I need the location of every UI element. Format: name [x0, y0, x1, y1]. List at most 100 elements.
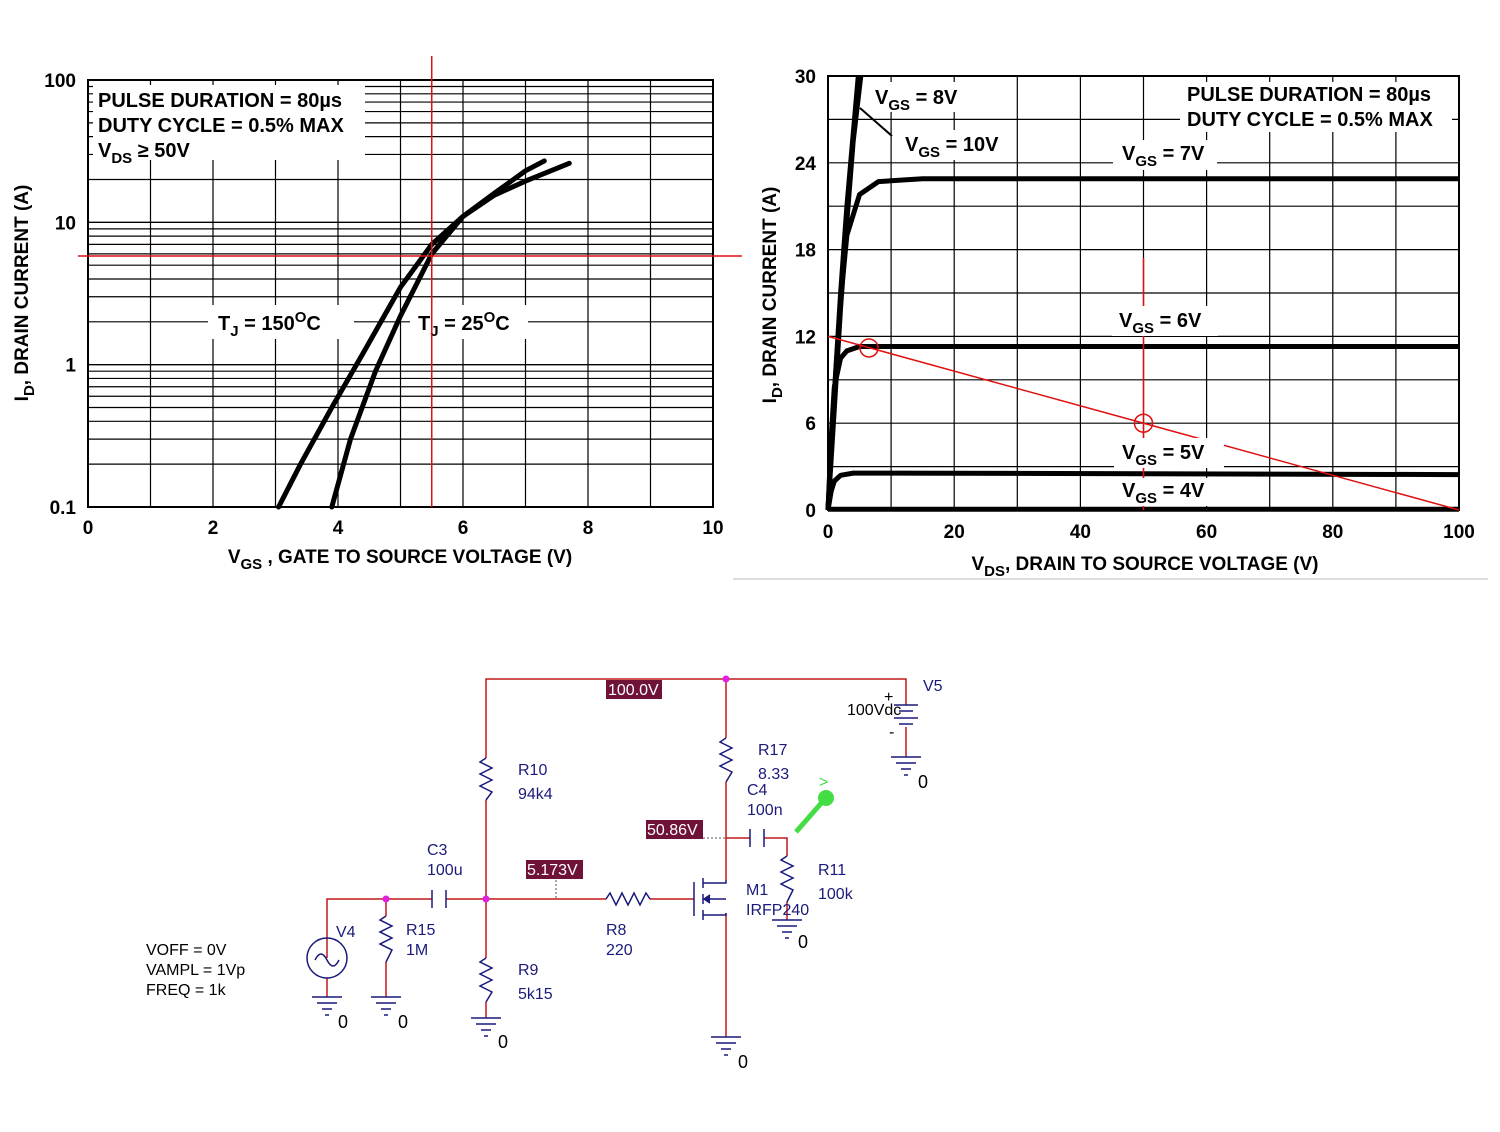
chart2-pointer-10v [859, 107, 893, 137]
r10-name: R10 [518, 762, 547, 779]
ground-label-m1: 0 [738, 1052, 748, 1072]
voltage-label-100v: 100.0V [608, 682, 659, 699]
junction-nodes [382, 675, 730, 903]
ground-v4 [312, 996, 342, 1016]
voltage-marker-100v [606, 680, 662, 699]
r15-value: 1M [406, 942, 428, 959]
r17-name: R17 [758, 742, 787, 759]
chart2-label-bg-4v [1114, 478, 1224, 506]
v4-param-vampl: VAMPL = 1Vp [146, 962, 245, 979]
chart2-y-axis-label: ID, DRAIN CURRENT (A) [760, 187, 786, 404]
chart1-note-duty: DUTY CYCLE = 0.5% MAX [98, 115, 344, 137]
chart2-note-pulse: PULSE DURATION = 80µs [1187, 84, 1431, 106]
chart2-y-tick: 0 [805, 501, 816, 522]
chart2-x-tick: 80 [1322, 522, 1343, 543]
chart2-note-bg [1180, 82, 1452, 132]
ground-v5 [891, 756, 921, 776]
chart1-x-axis-label: VGS , GATE TO SOURCE VOLTAGE (V) [228, 547, 572, 573]
chart1-note-pulse: PULSE DURATION = 80µs [98, 90, 342, 112]
chart2-x-tick: 20 [944, 522, 965, 543]
series-label-vgs7: VGS = 7V [1122, 143, 1205, 170]
r8-value: 220 [606, 942, 633, 959]
chart2-y-tick: 18 [795, 241, 816, 262]
chart2-series-line-3 [825, 344, 1459, 511]
dc-source-v5-symbol [894, 704, 918, 725]
chart1-series-line-0 [276, 158, 547, 510]
capacitor-symbols [431, 829, 765, 908]
chart2-tick-labels: 0 20 40 60 80 100 0 6 12 18 24 30 [795, 67, 1475, 543]
r17-symbol [718, 737, 734, 783]
chart2-x-tick: 40 [1070, 522, 1091, 543]
v4-name: V4 [336, 924, 356, 941]
chart1-x-tick: 8 [583, 518, 594, 539]
series-label-vgs4: VGS = 4V [1122, 480, 1205, 507]
probe-marker: > [819, 774, 828, 791]
ground-r11 [772, 919, 802, 939]
voltage-probe: > [794, 774, 834, 834]
chart1-note-vds: VDS ≥ 50V [98, 140, 191, 167]
ground-label-r11: 0 [798, 932, 808, 952]
m1-value: IRFP240 [746, 902, 809, 919]
chart2-y-tick: 12 [795, 327, 816, 348]
voltage-label-50v: 50.86V [647, 822, 698, 839]
chart1-y-tick: 0.1 [50, 498, 77, 519]
mosfet-m1-symbol [693, 878, 727, 920]
chart2-saturation-point [859, 338, 879, 358]
transfer-characteristics-chart: PULSE DURATION = 80µs DUTY CYCLE = 0.5% … [12, 56, 742, 573]
chart1-x-tick: 2 [208, 518, 219, 539]
v5-minus: - [889, 724, 894, 741]
c4-name: C4 [747, 782, 768, 799]
chart2-series-line-4 [825, 470, 1460, 511]
c4-value: 100n [747, 802, 783, 819]
chart1-y-axis-label: ID, DRAIN CURRENT (A) [12, 185, 38, 402]
c3-name: C3 [427, 842, 448, 859]
r9-name: R9 [518, 962, 539, 979]
chart1-x-tick: 0 [83, 518, 94, 539]
voltage-marker-5v [526, 860, 583, 879]
r10-value: 94k4 [518, 786, 553, 803]
ground-r9 [471, 1017, 501, 1037]
r8-name: R8 [606, 922, 627, 939]
ground-symbols [312, 756, 921, 1056]
chart2-y-tick: 30 [795, 67, 816, 88]
chart2-label-bg-8v [868, 82, 970, 112]
r9-symbol [478, 957, 494, 1003]
chart1-note-bg [93, 85, 365, 160]
r11-symbol [779, 855, 795, 903]
chart1-x-tick: 10 [702, 518, 723, 539]
chart2-label-bg-6v [1112, 306, 1218, 336]
c3-value: 100u [427, 862, 463, 879]
chart2-y-tick: 24 [795, 154, 817, 175]
chart1-grid [88, 80, 713, 507]
m1-name: M1 [746, 882, 768, 899]
voltage-marker-50v [646, 820, 703, 839]
resistor-symbols [378, 737, 795, 1003]
ground-label-v4: 0 [338, 1012, 348, 1032]
v5-name: V5 [923, 678, 943, 695]
chart1-label-bg-25 [410, 305, 528, 339]
series-label-vgs8: VGS = 8V [875, 87, 958, 114]
r8-symbol [605, 891, 651, 907]
chart2-y-tick: 6 [805, 414, 816, 435]
chart1-y-tick: 100 [44, 71, 76, 92]
chart2-q-point [1133, 413, 1154, 433]
v4-param-freq: FREQ = 1k [146, 982, 227, 999]
chart1-red-markers [78, 56, 742, 507]
chart2-x-tick: 100 [1443, 522, 1475, 543]
ground-label-r15: 0 [398, 1012, 408, 1032]
r9-value: 5k15 [518, 986, 553, 1003]
ground-label-v5: 0 [918, 772, 928, 792]
amplifier-schematic: > 100.0V 50.86V 5.173V V5 100Vdc + - R10… [146, 675, 943, 1072]
chart1-y-tick: 1 [65, 356, 76, 377]
chart2-label-bg-5v [1114, 438, 1224, 468]
chart1-y-tick: 10 [55, 213, 76, 234]
output-characteristics-chart: PULSE DURATION = 80µs DUTY CYCLE = 0.5% … [733, 67, 1488, 580]
ground-label-r9: 0 [498, 1032, 508, 1052]
chart2-x-axis-label: VDS, DRAIN TO SOURCE VOLTAGE (V) [971, 554, 1318, 580]
r17-value: 8.33 [758, 766, 789, 783]
series-label-vgs5: VGS = 5V [1122, 442, 1205, 469]
chart2-label-bg-7v [1113, 140, 1217, 170]
r11-name: R11 [818, 862, 846, 879]
series-label-tj150: TJ = 150OC [218, 309, 321, 340]
